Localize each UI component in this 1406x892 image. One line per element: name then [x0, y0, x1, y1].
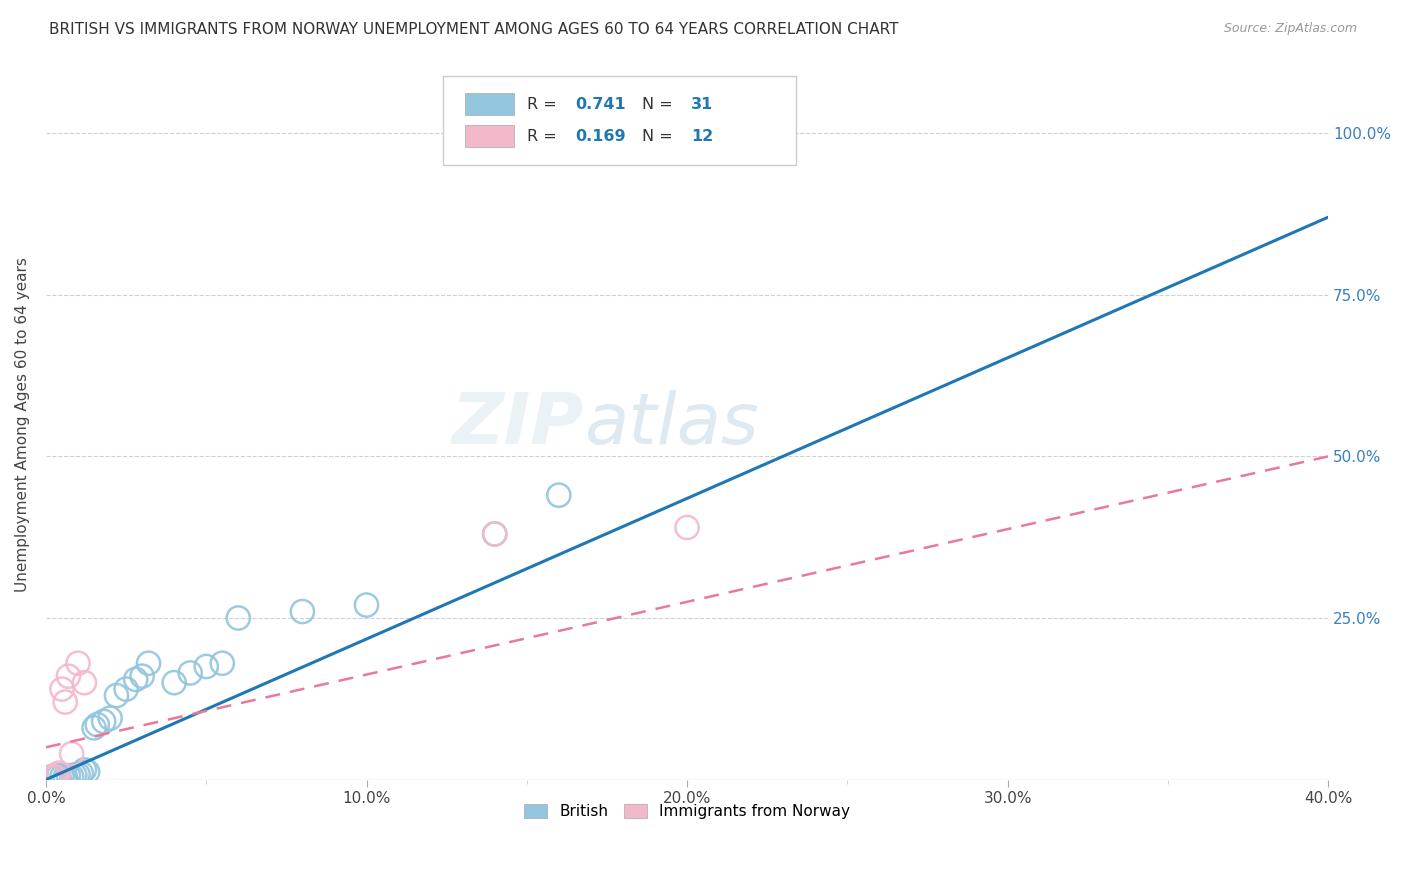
Text: 0.169: 0.169 — [575, 128, 626, 144]
Point — [45, 770, 67, 784]
Point — [48, 769, 70, 783]
Text: R =: R = — [527, 96, 561, 112]
Point — [53, 770, 76, 784]
Point — [138, 657, 160, 671]
Point — [105, 689, 128, 703]
Text: R =: R = — [527, 128, 561, 144]
Point — [93, 714, 115, 729]
Point — [115, 682, 138, 697]
Point — [547, 488, 569, 502]
Point — [38, 771, 60, 785]
Point — [60, 747, 83, 761]
Point — [53, 695, 76, 709]
Point — [66, 657, 89, 671]
Point — [38, 771, 60, 785]
Point — [73, 763, 96, 777]
Y-axis label: Unemployment Among Ages 60 to 64 years: Unemployment Among Ages 60 to 64 years — [15, 257, 30, 591]
Point — [484, 527, 506, 541]
Text: 0.741: 0.741 — [575, 96, 626, 112]
Text: atlas: atlas — [585, 390, 759, 458]
Point — [291, 605, 314, 619]
Point — [63, 768, 86, 782]
Point — [86, 717, 108, 731]
Point — [179, 665, 201, 680]
Point — [66, 767, 89, 781]
Text: BRITISH VS IMMIGRANTS FROM NORWAY UNEMPLOYMENT AMONG AGES 60 TO 64 YEARS CORRELA: BRITISH VS IMMIGRANTS FROM NORWAY UNEMPL… — [49, 22, 898, 37]
Point — [98, 711, 121, 725]
Text: N =: N = — [643, 128, 678, 144]
FancyBboxPatch shape — [465, 126, 515, 147]
Point — [226, 611, 249, 625]
Point — [484, 527, 506, 541]
Point — [60, 769, 83, 783]
Point — [45, 770, 67, 784]
Point — [48, 766, 70, 780]
FancyBboxPatch shape — [465, 94, 515, 115]
Legend: British, Immigrants from Norway: British, Immigrants from Norway — [519, 797, 856, 825]
Point — [131, 669, 153, 683]
Point — [51, 769, 73, 783]
Point — [51, 682, 73, 697]
Point — [76, 764, 98, 779]
Text: 31: 31 — [690, 96, 713, 112]
Point — [163, 675, 186, 690]
Point — [211, 657, 233, 671]
Point — [41, 769, 63, 783]
Point — [58, 669, 80, 683]
Text: Source: ZipAtlas.com: Source: ZipAtlas.com — [1223, 22, 1357, 36]
Point — [125, 673, 148, 687]
Point — [195, 659, 218, 673]
Text: N =: N = — [643, 96, 678, 112]
Point — [70, 766, 93, 780]
Point — [356, 598, 378, 612]
Point — [73, 675, 96, 690]
Point — [58, 769, 80, 783]
Text: ZIP: ZIP — [453, 390, 585, 458]
Point — [676, 520, 699, 534]
Point — [41, 769, 63, 783]
Text: 12: 12 — [690, 128, 713, 144]
FancyBboxPatch shape — [443, 76, 796, 164]
Point — [83, 721, 105, 735]
